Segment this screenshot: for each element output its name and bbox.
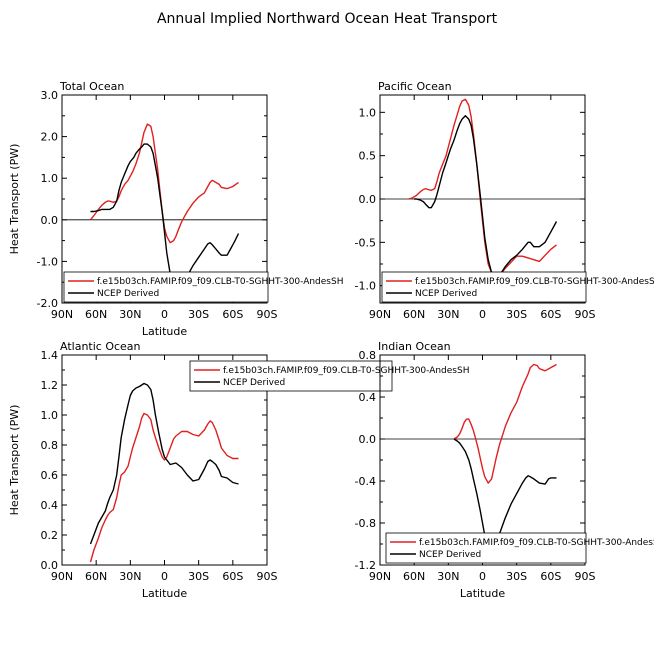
series-line-model [453,363,557,484]
y-tick-label: 2.0 [41,131,59,144]
x-tick-label: 90S [257,308,278,321]
y-tick-label: -0.5 [355,236,376,249]
x-tick-label: 30N [437,308,459,321]
x-axis-label: Latitude [460,587,506,600]
panels: 90N 60N 30N 0 30S 60S 90S -2.0 -1.0 0.0 1.0 2.0 3.0T… [8,80,654,600]
x-tick-label: 60S [222,308,243,321]
y-tick-label: 1.4 [41,349,59,362]
panel-title: Total Ocean [59,80,124,93]
legend-label: f.e15b03ch.FAMIP.f09_f09.CLB-T0-SGHHT-30… [419,538,654,548]
series-line-model [89,123,239,244]
x-tick-label: 30N [119,570,141,583]
y-tick-label: 0.8 [359,349,377,362]
x-tick-label: 0 [161,308,168,321]
x-tick-label: 90S [575,308,596,321]
series-line-model [89,412,239,563]
x-tick-label: 90N [51,308,73,321]
legend: f.e15b03ch.FAMIP.f09_f09.CLB-T0-SGHHT-30… [63,271,343,303]
series-line-model [408,98,557,278]
chart-panel-3: 90N 60N 30N 0 30S 60S 90S 0.0 0.2 0.4 0.6 0.8 1.0 1.2… [8,340,469,600]
y-tick-label: 1.0 [41,172,59,185]
y-tick-label: -0.8 [355,517,376,530]
panel-title: Pacific Ocean [378,80,452,93]
panel-title: Atlantic Ocean [60,340,141,353]
panel-title: Indian Ocean [378,340,451,353]
x-tick-label: 60N [403,570,425,583]
series-line-ncep [89,382,239,545]
x-tick-label: 30N [119,308,141,321]
legend-label: NCEP Derived [415,289,477,299]
x-tick-label: 60N [85,570,107,583]
x-tick-label: 60N [403,308,425,321]
legend: f.e15b03ch.FAMIP.f09_f09.CLB-T0-SGHHT-30… [385,532,654,564]
x-tick-label: 30S [506,570,527,583]
y-tick-label: -1.0 [37,255,58,268]
y-tick-label: -1.2 [355,559,376,572]
x-tick-label: 30S [506,308,527,321]
x-tick-label: 0 [479,308,486,321]
x-tick-label: 60S [222,570,243,583]
chart-panel-2: 90N 60N 30N 0 30S 60S 90S -1.0 -0.5 0.0 0.5 1.0Paci… [355,80,654,321]
x-tick-label: 90N [51,570,73,583]
y-tick-label: 3.0 [41,89,59,102]
x-tick-label: 90N [369,570,391,583]
y-tick-label: 1.0 [359,106,377,119]
y-tick-label: 0.8 [41,439,59,452]
x-tick-label: 60S [540,570,561,583]
x-tick-label: 90S [575,570,596,583]
chart-panel-1: 90N 60N 30N 0 30S 60S 90S -2.0 -1.0 0.0 1.0 2.0 3.0T… [8,80,343,338]
x-tick-label: 90N [369,308,391,321]
legend-label: NCEP Derived [419,550,481,560]
x-tick-label: 30S [188,570,209,583]
legend-label: NCEP Derived [97,289,159,299]
chart-panel-4: 90N 60N 30N 0 30S 60S 90S -1.2 -0.8 -0.4 0.0 0.4 0.8… [355,340,654,600]
legend-label: NCEP Derived [223,378,285,388]
legend-box [381,271,587,303]
x-tick-label: 0 [161,570,168,583]
y-tick-label: 0.0 [41,559,59,572]
legend-box [63,271,269,303]
legend-box [385,532,587,564]
x-axis-label: Latitude [142,325,188,338]
y-tick-label: 0.2 [41,529,59,542]
y-axis-label: Heat Transport (PW) [8,144,21,255]
series-line-ncep [414,115,558,280]
y-tick-label: -0.4 [355,475,376,488]
y-tick-label: 0.6 [41,469,59,482]
y-tick-label: 1.0 [41,409,59,422]
y-tick-label: 0.0 [359,193,377,206]
y-tick-label: 1.2 [41,379,59,392]
y-tick-label: 0.4 [41,499,59,512]
x-tick-label: 30S [188,308,209,321]
x-tick-label: 0 [479,570,486,583]
legend: f.e15b03ch.FAMIP.f09_f09.CLB-T0-SGHHT-30… [381,271,654,303]
y-tick-label: 0.5 [359,150,377,163]
y-tick-label: 0.4 [359,391,377,404]
x-tick-label: 30N [437,570,459,583]
y-axis-label: Heat Transport (PW) [8,405,21,516]
y-tick-label: -2.0 [37,297,58,310]
series-line-ncep [90,143,240,290]
y-tick-label: 0.0 [359,433,377,446]
x-tick-label: 60S [540,308,561,321]
figure-title: Annual Implied Northward Ocean Heat Tran… [157,11,498,27]
x-tick-label: 60N [85,308,107,321]
legend: f.e15b03ch.FAMIP.f09_f09.CLB-T0-SGHHT-30… [189,360,469,392]
x-axis-label: Latitude [142,587,188,600]
legend-label: f.e15b03ch.FAMIP.f09_f09.CLB-T0-SGHHT-30… [97,277,343,287]
legend-label: f.e15b03ch.FAMIP.f09_f09.CLB-T0-SGHHT-30… [223,366,469,376]
y-tick-label: 0.0 [41,214,59,227]
legend-label: f.e15b03ch.FAMIP.f09_f09.CLB-T0-SGHHT-30… [415,277,654,287]
legend-box [189,360,393,392]
x-tick-label: 90S [257,570,278,583]
y-tick-label: -1.0 [355,280,376,293]
